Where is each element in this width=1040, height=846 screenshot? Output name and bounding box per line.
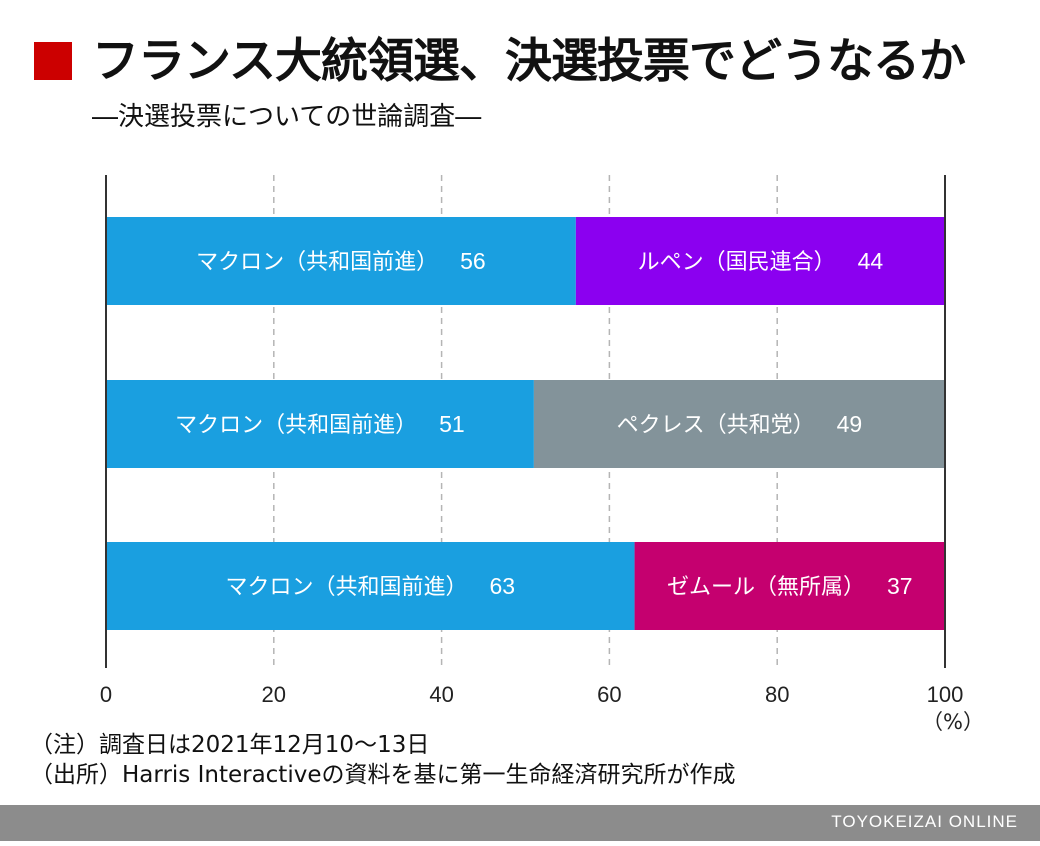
bar-segment: [575, 217, 945, 305]
bar-data-label: マクロン（共和国前進） 56: [196, 248, 486, 275]
bar-value-label: 44: [858, 248, 884, 274]
bar-value-label: 37: [887, 573, 913, 599]
axis-layer: 0 20 40 60 80 100 （%）: [100, 175, 984, 734]
bar-value-label: 49: [837, 411, 863, 437]
footer-bar: TOYOKEIZAI ONLINE: [0, 805, 1040, 841]
bar-value-label: 63: [489, 573, 515, 599]
chart-title: フランス大統領選、決選投票でどうなるか: [92, 33, 966, 89]
title-block: フランス大統領選、決選投票でどうなるか: [34, 26, 966, 96]
bar-series-label: マクロン（共和国前進）: [175, 413, 417, 438]
bar-series-label: ルペン（国民連合）: [638, 250, 836, 275]
bar-data-label: マクロン（共和国前進） 63: [225, 573, 515, 600]
bar-segment: [533, 380, 945, 468]
x-tick-label: 100: [927, 682, 964, 707]
bars-layer: マクロン（共和国前進） 56 ルペン（国民連合） 44 マクロン（共和国前進） 51 ペクレ…: [106, 217, 945, 630]
x-tick-label: 0: [100, 682, 112, 707]
publisher-credit: TOYOKEIZAI ONLINE: [831, 812, 1018, 831]
x-tick-label: 40: [429, 682, 453, 707]
bar-series-label: ゼムール（無所属）: [667, 575, 865, 600]
bar-data-label: ゼムール（無所属） 37: [667, 573, 913, 600]
source-note: （出所）Harris Interactiveの資料を基に第一生命経済研究所が作成: [30, 762, 736, 788]
chart-subtitle: ―決選投票についての世論調査―: [92, 102, 482, 132]
bar-value-label: 56: [460, 248, 486, 274]
bar-data-label: ペクレス（共和党） 49: [617, 411, 863, 438]
bar-segment: [106, 542, 635, 630]
survey-date-note: （注）調査日は2021年12月10〜13日: [30, 732, 430, 758]
bar-data-label: ルペン（国民連合） 44: [638, 248, 884, 275]
x-tick-label: 80: [765, 682, 789, 707]
x-tick-label: 20: [262, 682, 286, 707]
bar-series-label: マクロン（共和国前進）: [225, 575, 467, 600]
bar-value-label: 51: [439, 411, 465, 437]
bar-data-label: マクロン（共和国前進） 51: [175, 411, 465, 438]
bar-segment: [106, 380, 534, 468]
bar-series-label: マクロン（共和国前進）: [196, 250, 438, 275]
x-tick-label: 60: [597, 682, 621, 707]
x-unit-label: （%）: [922, 710, 984, 734]
bar-series-label: ペクレス（共和党）: [617, 413, 815, 438]
title-marker-icon: [34, 42, 72, 80]
bar-segment: [634, 542, 945, 630]
bar-segment: [106, 217, 576, 305]
